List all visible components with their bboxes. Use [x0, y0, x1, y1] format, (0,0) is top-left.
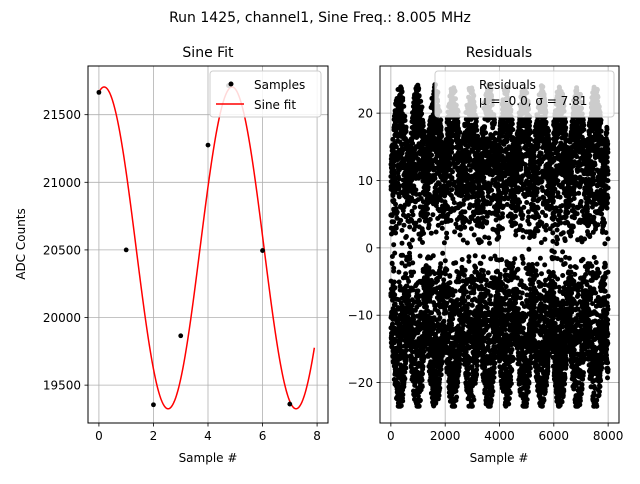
- sample-point: [205, 142, 211, 148]
- x-tick-label: 2: [150, 429, 158, 443]
- y-tick-label: 10: [358, 174, 373, 188]
- sample-point: [151, 402, 156, 408]
- x-tick-label: 0: [387, 429, 395, 443]
- x-tick-label: 2000: [430, 429, 461, 443]
- y-tick-label: 20500: [43, 243, 81, 257]
- x-tick-label: 0: [95, 429, 103, 443]
- sample-point: [260, 248, 265, 253]
- sine-fit-y-axis-label: ADC Counts: [14, 208, 28, 280]
- x-tick-label: 4: [204, 429, 212, 443]
- x-tick-label: 4000: [484, 429, 515, 443]
- residuals-legend: Residuals μ = -0.0, σ = 7.81: [434, 70, 615, 118]
- sine-fit-legend-box: [209, 70, 322, 118]
- residual-points: [388, 81, 611, 409]
- x-tick-label: 8: [313, 429, 321, 443]
- sine-fit-line: [98, 86, 316, 410]
- x-tick-label: 6: [259, 429, 267, 443]
- y-tick-label: 20: [358, 107, 373, 121]
- residuals-ticks: 0 2000 4000 6000 8000 −20 −10 0 10 20: [348, 107, 624, 443]
- y-tick-label: 0: [365, 241, 373, 255]
- y-tick-label: 19500: [43, 379, 81, 393]
- sine-fit-title: Sine Fit: [182, 45, 234, 61]
- sample-point: [287, 401, 293, 407]
- sample-point: [178, 333, 184, 339]
- legend-marker-samples: [228, 81, 234, 87]
- sine-fit-panel: Sine Fit 0 2 4 6 81950020000205002100021500 …: [14, 45, 329, 465]
- sample-point: [123, 247, 129, 253]
- sine-fit-x-axis-label: Sample #: [179, 451, 238, 465]
- figure-title: Run 1425, channel1, Sine Freq.: 8.005 MH…: [169, 10, 471, 26]
- y-tick-label: −10: [348, 309, 373, 323]
- x-tick-label: 8000: [593, 429, 624, 443]
- y-tick-label: 21000: [43, 176, 81, 190]
- y-tick-label: −20: [348, 376, 373, 390]
- legend-label-sine-fit: Sine fit: [254, 98, 296, 112]
- sample-point: [96, 89, 102, 95]
- y-tick-label: 20000: [43, 311, 81, 325]
- sine-fit-ticks: 0 2 4 6 8 19500 20000 20500 21000 21500: [43, 108, 321, 443]
- legend-label-samples: Samples: [254, 78, 305, 92]
- y-tick-label: 21500: [43, 108, 81, 122]
- residuals-plot-area: [388, 81, 611, 409]
- x-tick-label: 6000: [539, 429, 570, 443]
- residuals-legend-line-1: Residuals: [479, 78, 536, 92]
- residuals-x-axis-label: Sample #: [470, 451, 529, 465]
- residuals-legend-line-2: μ = -0.0, σ = 7.81: [479, 94, 587, 108]
- residuals-panel: Residuals 0 2000 4000 6000 8000 −20 −10 0 10 20 S…: [348, 45, 624, 465]
- sine-fit-legend: Samples Sine fit: [209, 70, 322, 118]
- residuals-legend-box: [434, 70, 615, 118]
- residuals-title: Residuals: [466, 45, 532, 61]
